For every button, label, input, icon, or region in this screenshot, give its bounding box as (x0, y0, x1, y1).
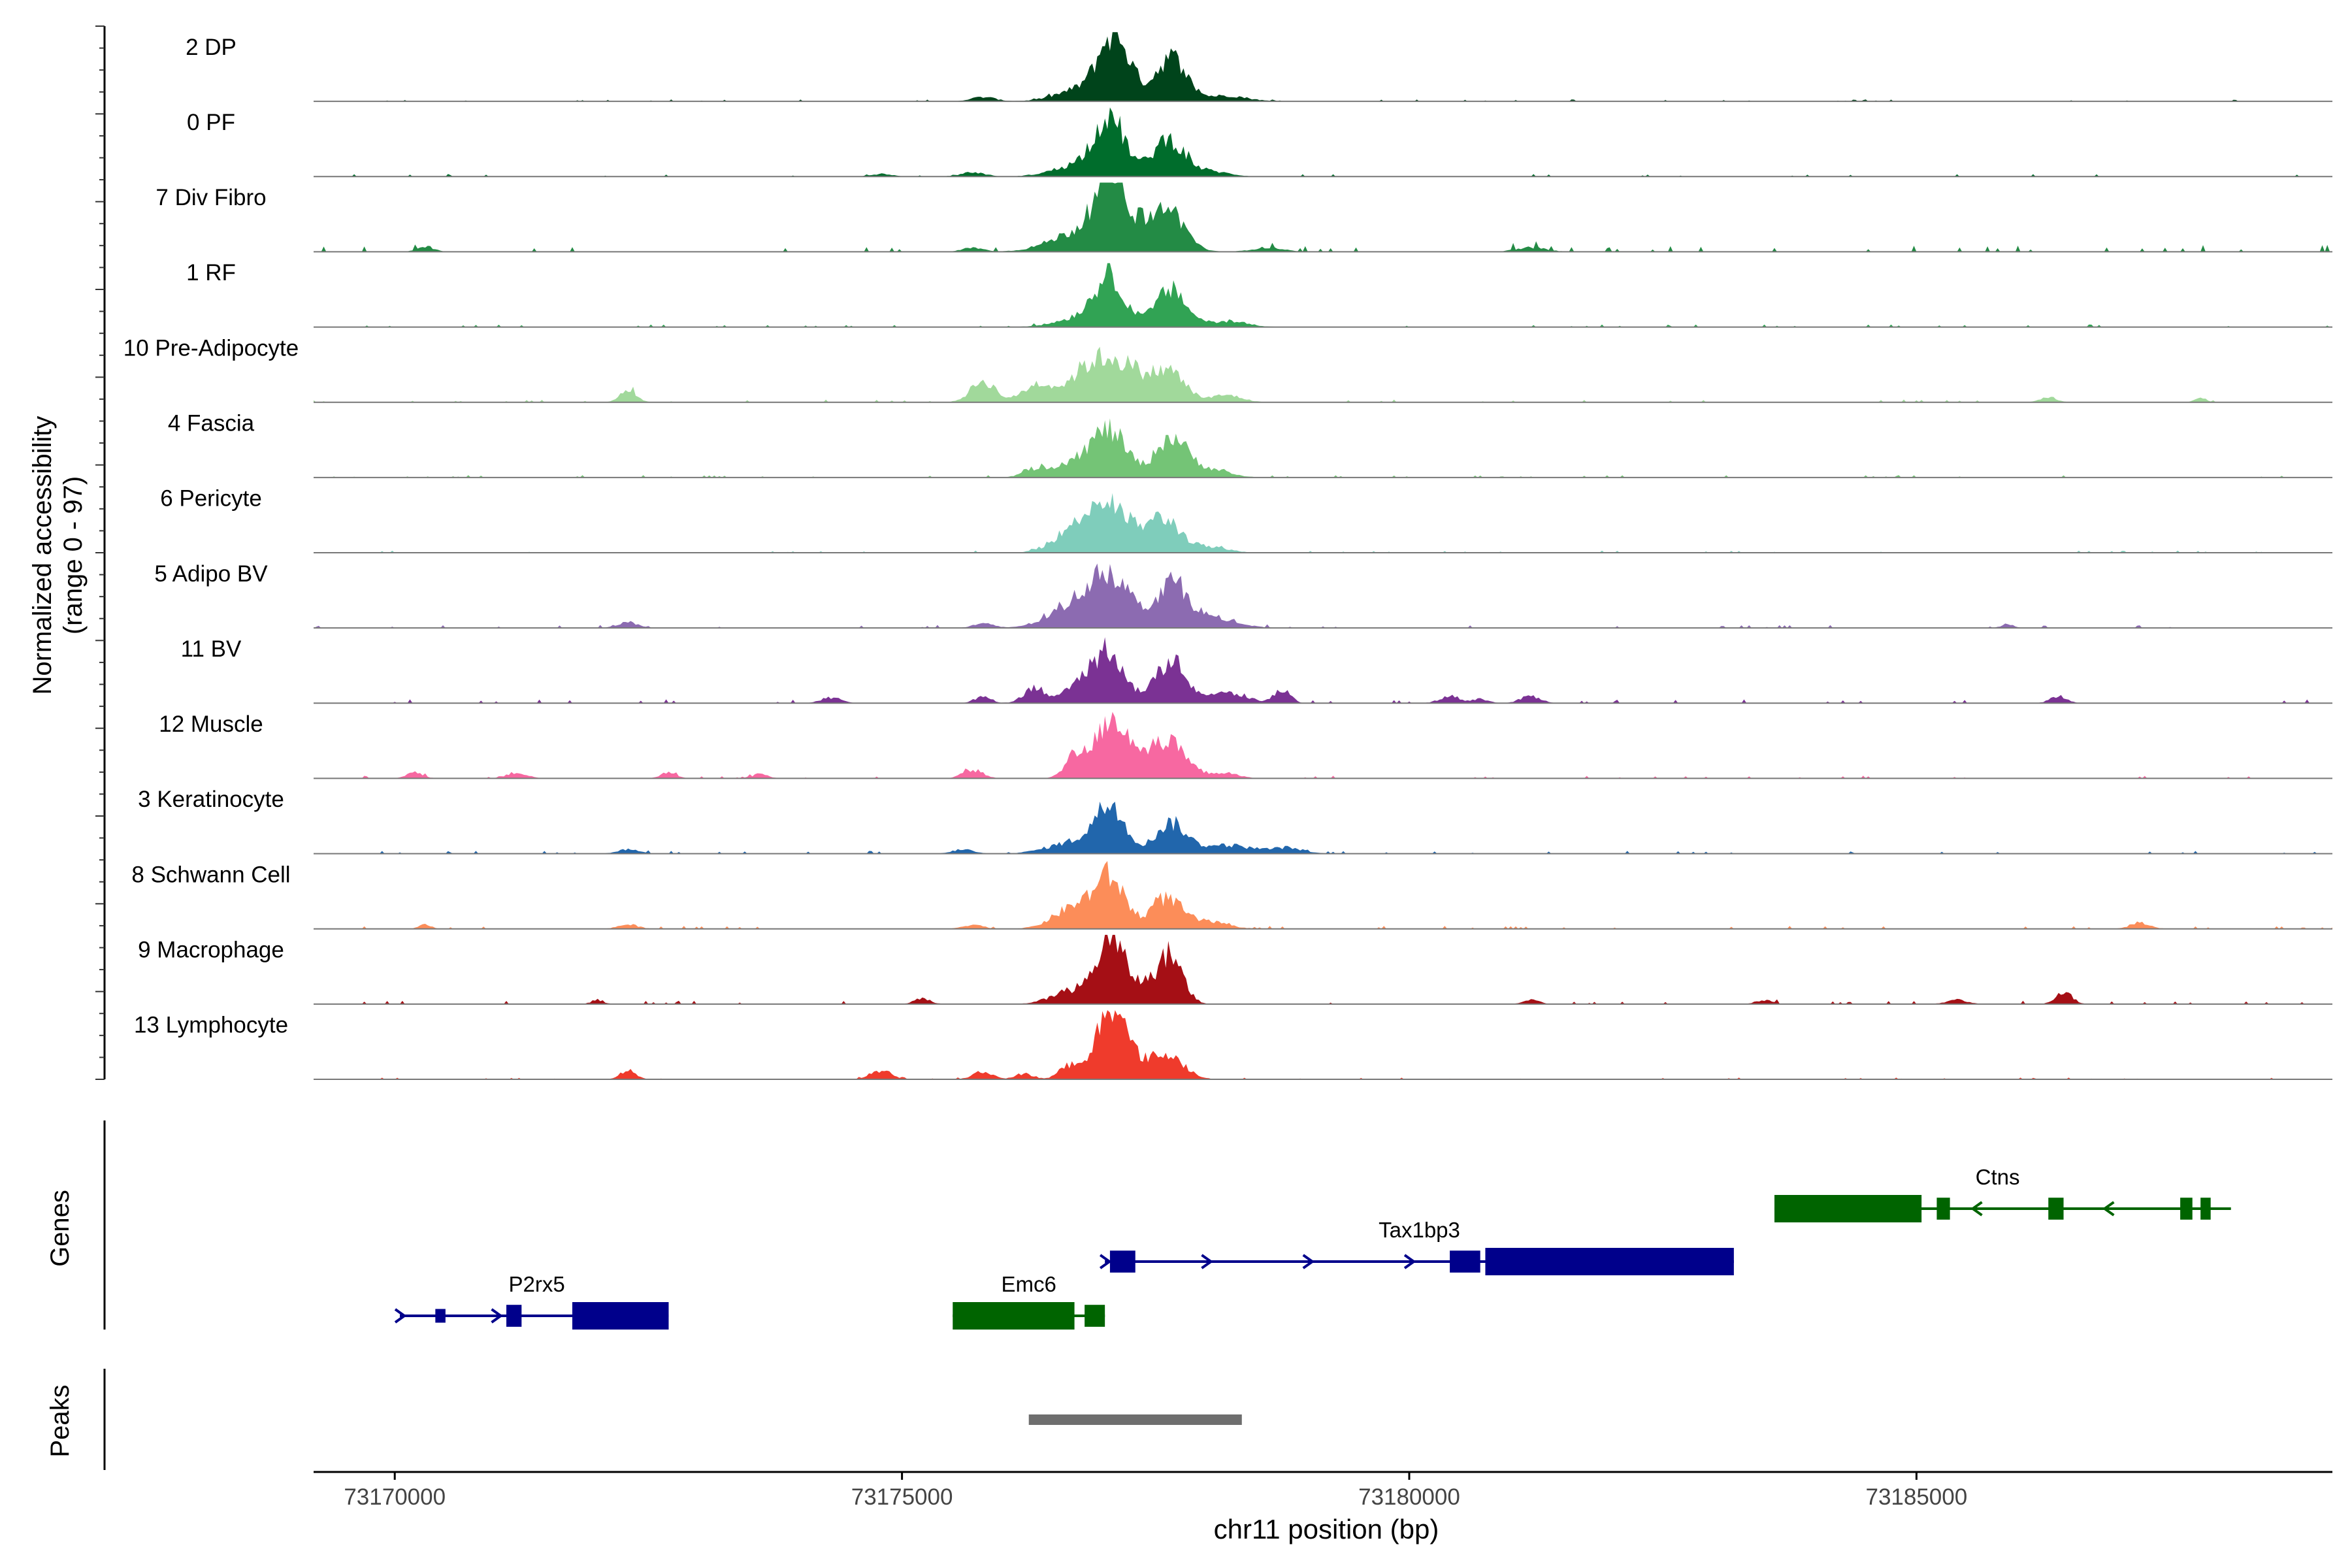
track-9: 11 BV (181, 636, 2332, 704)
track-label: 10 Pre-Adipocyte (123, 335, 299, 361)
gene-ctns: Ctns (1774, 1165, 2231, 1222)
track-label: 8 Schwann Cell (131, 862, 290, 887)
gene-exon (953, 1302, 1075, 1330)
peak-region (1028, 1414, 1242, 1425)
coverage-area-track-8 (314, 563, 2332, 629)
gene-exon (506, 1305, 522, 1327)
gene-exon (2048, 1198, 2064, 1220)
track-7: 6 Pericyte (160, 486, 2332, 553)
gene-annotation-track: P2rx5 Emc6 Tax1bp3 Ctns (394, 1165, 2231, 1330)
coverage-area-track-12 (314, 860, 2332, 929)
gene-exon (1085, 1305, 1105, 1327)
peaks-track (1028, 1414, 1242, 1425)
track-5: 10 Pre-Adipocyte (123, 335, 2332, 403)
x-tick-label: 73185000 (1865, 1484, 1967, 1510)
track-13: 9 Macrophage (138, 934, 2332, 1005)
coverage-area-track-6 (314, 418, 2332, 478)
track-label: 6 Pericyte (160, 486, 262, 512)
coverage-area-track-5 (314, 346, 2332, 402)
track-6: 4 Fascia (168, 411, 2332, 478)
x-tick-label: 73180000 (1358, 1484, 1460, 1510)
track-11: 3 Keratinocyte (138, 787, 2332, 855)
track-label: 3 Keratinocyte (138, 787, 284, 812)
track-label: 4 Fascia (168, 411, 255, 436)
track-label: 5 Adipo BV (154, 561, 268, 587)
track-label: 1 RF (186, 260, 236, 286)
gene-exon (2180, 1198, 2193, 1220)
track-14: 13 Lymphocyte (134, 1010, 2332, 1080)
gene-name-label: Emc6 (1002, 1272, 1056, 1296)
track-3: 7 Div Fibro (155, 182, 2332, 253)
gene-emc6: Emc6 (953, 1272, 1105, 1330)
gene-p2rx5: P2rx5 (394, 1272, 669, 1330)
gene-exon (1485, 1248, 1734, 1275)
track-label: 0 PF (187, 110, 235, 135)
coverage-area-track-2 (314, 107, 2332, 177)
x-tick-label: 73170000 (344, 1484, 446, 1510)
track-label: 12 Muscle (159, 711, 263, 737)
x-axis-label: chr11 position (bp) (1214, 1514, 1439, 1544)
peaks-track-label: Peaks (46, 1384, 74, 1457)
coverage-area-track-10 (314, 711, 2332, 779)
gene-exon (572, 1302, 669, 1330)
x-tick-label: 73175000 (851, 1484, 953, 1510)
gene-exon (2200, 1198, 2211, 1220)
strand-arrow (491, 1308, 503, 1324)
axes: 73170000 73175000 73180000 73185000 (95, 25, 2332, 1510)
strand-arrow (2102, 1201, 2115, 1217)
gene-exon (1450, 1250, 1480, 1273)
gene-tax1bp3: Tax1bp3 (1099, 1218, 1734, 1275)
track-label: 2 DP (186, 35, 237, 60)
coverage-area-track-9 (314, 637, 2332, 704)
coverage-tracks: 2 DP 0 PF 7 Div Fibro 1 RF 10 Pre-Adipocyte 4… (123, 32, 2332, 1080)
coverage-area-track-4 (314, 263, 2332, 327)
gene-name-label: Ctns (1976, 1165, 2020, 1189)
coverage-area-track-11 (314, 802, 2332, 854)
y-axis-label-line1: Normalized accessibility (28, 416, 57, 695)
strand-arrow (1302, 1254, 1315, 1269)
track-8: 5 Adipo BV (154, 561, 2332, 629)
gene-exon (1774, 1195, 1922, 1222)
strand-arrow (394, 1308, 407, 1324)
strand-arrow (1201, 1254, 1213, 1269)
track-label: 7 Div Fibro (155, 185, 266, 210)
track-2: 0 PF (187, 107, 2332, 178)
coverage-area-track-13 (314, 934, 2332, 1004)
gene-name-label: P2rx5 (508, 1272, 564, 1296)
track-label: 9 Macrophage (138, 938, 284, 963)
gene-exon (435, 1309, 446, 1323)
y-axis-label-line2: (range 0 - 97) (59, 476, 88, 634)
strand-arrow (1403, 1254, 1416, 1269)
track-10: 12 Muscle (159, 711, 2332, 779)
coverage-area-track-1 (314, 32, 2332, 102)
track-12: 8 Schwann Cell (131, 860, 2332, 930)
strand-arrow (1970, 1201, 1983, 1217)
strand-arrow (1099, 1254, 1112, 1269)
gene-exon (1109, 1250, 1135, 1273)
coverage-area-track-7 (314, 493, 2332, 553)
coverage-area-track-3 (314, 182, 2332, 252)
track-1: 2 DP (186, 32, 2332, 103)
track-label: 13 Lymphocyte (134, 1013, 288, 1038)
gene-exon (1936, 1198, 1950, 1220)
track-4: 1 RF (186, 260, 2332, 328)
genes-track-label: Genes (46, 1190, 74, 1267)
coverage-area-track-14 (314, 1010, 2332, 1079)
gene-name-label: Tax1bp3 (1379, 1218, 1460, 1242)
track-label: 11 BV (181, 636, 242, 662)
